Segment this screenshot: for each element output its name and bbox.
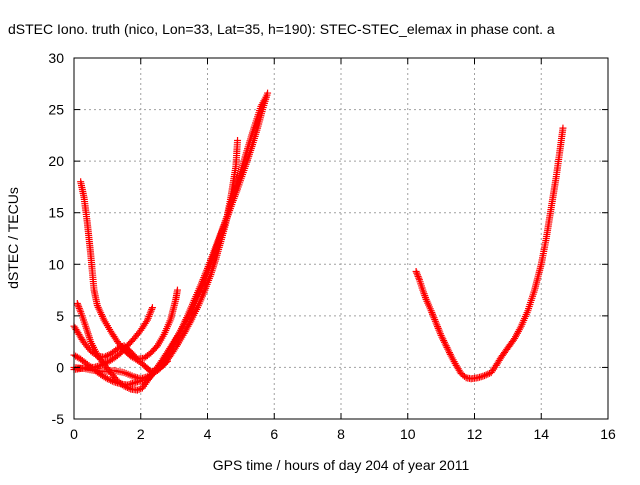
data-point: [102, 352, 110, 360]
marks-layer: [70, 89, 567, 394]
x-tick-label: 14: [533, 426, 549, 442]
series-7: [412, 124, 567, 383]
data-point: [234, 137, 242, 145]
x-tick-label: 12: [467, 426, 483, 442]
data-point: [414, 272, 422, 280]
data-point: [442, 342, 450, 350]
y-tick-label: 20: [48, 153, 64, 169]
ticks-layer: 0 2 4 6 8 10 12 14 16 -5 0 5 10 15 20 25 30: [48, 50, 616, 442]
data-point: [460, 372, 468, 380]
data-point: [75, 303, 83, 311]
data-point: [163, 357, 171, 365]
data-point: [100, 360, 108, 368]
data-point: [437, 331, 445, 339]
data-point: [484, 370, 492, 378]
data-point: [107, 376, 115, 384]
x-tick-label: 8: [337, 426, 345, 442]
x-axis-label: GPS time / hours of day 204 of year 2011: [213, 457, 470, 473]
y-tick-label: 0: [56, 359, 64, 375]
data-point: [482, 371, 490, 379]
data-point: [74, 301, 82, 309]
data-point: [73, 299, 81, 307]
data-point: [559, 124, 567, 132]
chart-title: dSTEC Iono. truth (nico, Lon=33, Lat=35,…: [8, 21, 555, 37]
data-point: [100, 353, 108, 361]
data-point: [440, 337, 448, 345]
data-point: [264, 89, 272, 97]
data-point: [108, 377, 116, 385]
data-point: [438, 333, 446, 341]
series-4: [70, 93, 270, 389]
x-tick-label: 16: [600, 426, 616, 442]
data-point: [135, 385, 143, 393]
data-point: [481, 372, 489, 380]
data-point: [85, 345, 93, 353]
x-tick-label: 6: [270, 426, 278, 442]
data-point: [132, 354, 140, 362]
data-point: [105, 376, 113, 384]
x-tick-label: 4: [204, 426, 212, 442]
x-tick-label: 0: [70, 426, 78, 442]
grid-layer: [74, 58, 608, 419]
data-point: [97, 361, 105, 369]
data-point: [415, 274, 423, 282]
data-point: [98, 361, 106, 369]
data-point: [92, 351, 100, 359]
data-point: [75, 304, 83, 312]
y-tick-label: 10: [48, 256, 64, 272]
data-point: [412, 268, 420, 276]
data-point: [113, 345, 121, 353]
y-axis-label: dSTEC / TECUs: [5, 187, 21, 289]
data-point: [444, 345, 452, 353]
data-point: [148, 304, 156, 312]
data-point: [103, 352, 111, 360]
data-point: [76, 306, 84, 314]
y-tick-label: 15: [48, 205, 64, 221]
x-tick-label: 2: [137, 426, 145, 442]
y-tick-label: -5: [52, 411, 65, 427]
data-point: [162, 359, 170, 367]
y-tick-label: 30: [48, 50, 64, 66]
y-tick-label: 5: [56, 308, 64, 324]
y-tick-label: 25: [48, 102, 64, 118]
data-point: [413, 269, 421, 277]
data-point: [262, 93, 270, 101]
data-point: [103, 375, 111, 383]
data-point: [446, 350, 454, 358]
data-point: [443, 343, 451, 351]
data-point: [441, 340, 449, 348]
data-point: [440, 338, 448, 346]
data-point: [413, 271, 421, 279]
data-point: [162, 352, 170, 360]
data-point: [173, 286, 181, 294]
data-point: [445, 347, 453, 355]
x-tick-label: 10: [400, 426, 416, 442]
data-point: [445, 349, 453, 357]
data-point: [133, 386, 141, 394]
data-point: [439, 335, 447, 343]
